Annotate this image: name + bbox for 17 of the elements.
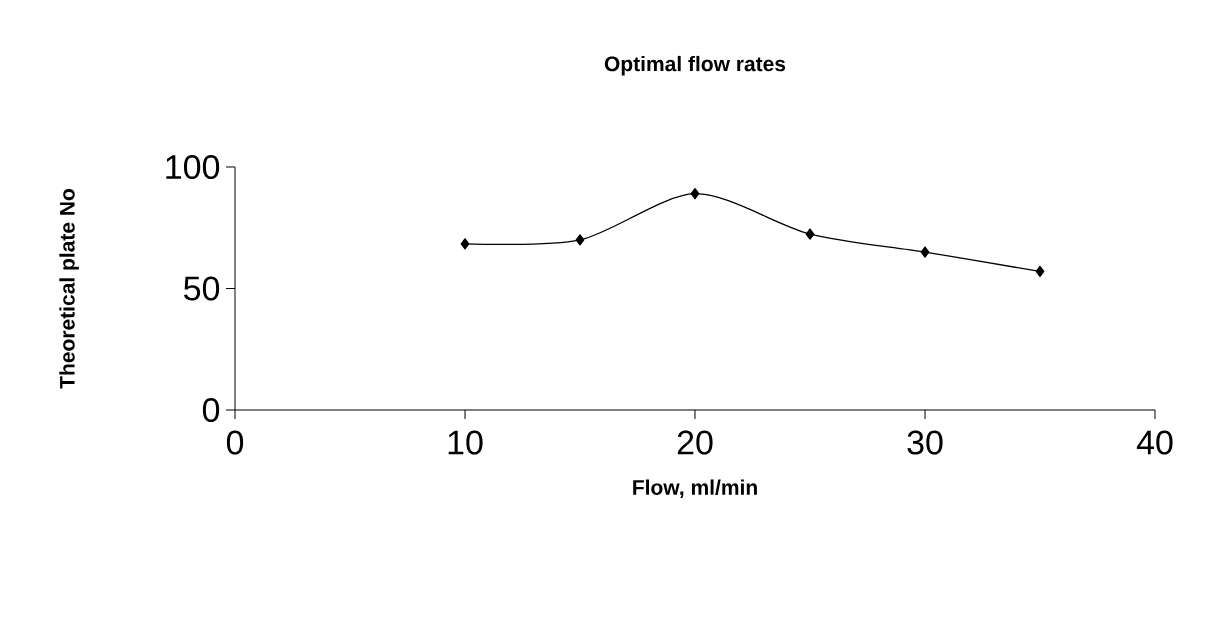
y-tick-label: 50 bbox=[184, 276, 220, 301]
x-axis-title: Flow, ml/min bbox=[633, 479, 757, 498]
point bbox=[1035, 265, 1045, 278]
point bbox=[805, 228, 815, 240]
point bbox=[460, 238, 470, 250]
x-tick-label: 40 bbox=[1136, 430, 1173, 455]
chart-title: Optimal flow rates bbox=[604, 55, 786, 76]
y-axis-title: Theoretical plate No bbox=[59, 188, 79, 389]
x-tick-label: 20 bbox=[677, 430, 713, 455]
point bbox=[690, 188, 700, 200]
point bbox=[575, 234, 585, 246]
x-tick-label: 30 bbox=[907, 430, 943, 455]
y-tick-label: 0 bbox=[202, 397, 220, 423]
x-tick-label: 10 bbox=[448, 430, 483, 455]
point bbox=[920, 246, 930, 258]
y-tick-label: 100 bbox=[166, 154, 220, 180]
x-tick-label: 0 bbox=[226, 430, 244, 455]
